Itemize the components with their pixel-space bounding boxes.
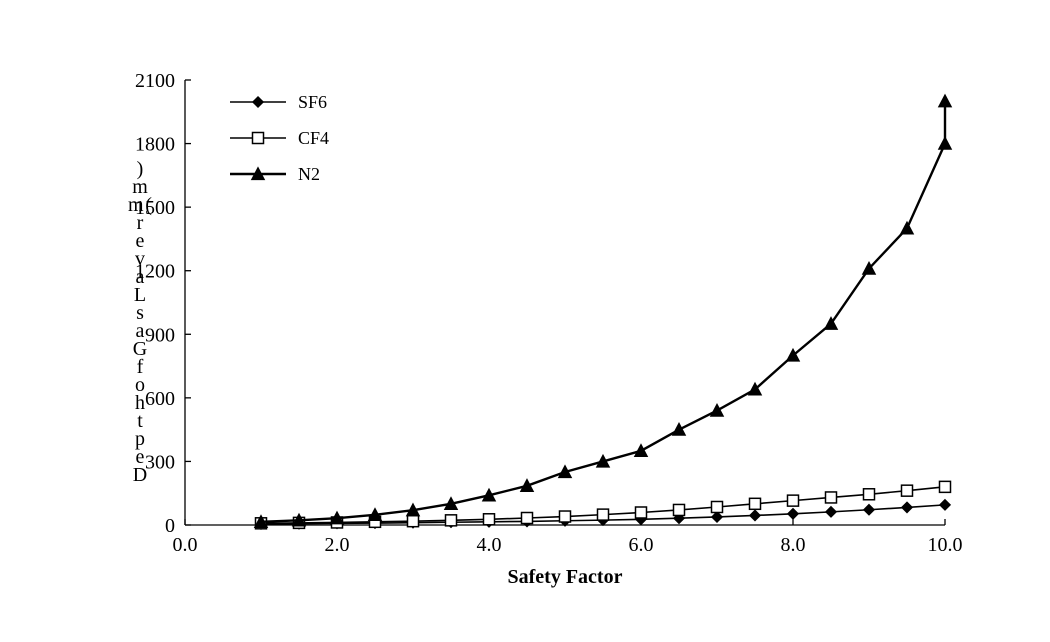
series-marker-sf6 (788, 509, 798, 519)
series-marker-n2 (711, 405, 723, 416)
series-marker-n2 (673, 424, 685, 435)
svg-text:0.0: 0.0 (173, 534, 198, 556)
svg-text:2100: 2100 (135, 70, 175, 92)
series-marker-cf4 (712, 501, 723, 512)
legend-item-n2: N2 (298, 164, 320, 184)
series-marker-cf4 (788, 495, 799, 506)
series-marker-cf4 (598, 509, 609, 520)
legend-item-sf6: SF6 (298, 92, 327, 112)
series-marker-sf6 (750, 510, 760, 520)
svg-text:10.0: 10.0 (928, 534, 963, 556)
series-marker-cf4 (484, 514, 495, 525)
series-marker-cf4 (750, 498, 761, 509)
series-marker-cf4 (864, 489, 875, 500)
svg-text:1800: 1800 (135, 134, 175, 156)
legend-item-cf4: CF4 (298, 128, 329, 148)
svg-text:300: 300 (145, 451, 175, 473)
svg-text:600: 600 (145, 388, 175, 410)
svg-text:900: 900 (145, 324, 175, 346)
series-marker-cf4 (446, 515, 457, 526)
series-marker-cf4 (674, 504, 685, 515)
line-chart: 0.0 2.0 4.0 6.0 8.0 10.0 0 300 600 900 1200 1500 180… (0, 0, 1050, 642)
series-marker-cf4 (940, 481, 951, 492)
svg-text:4.0: 4.0 (477, 534, 502, 556)
svg-text:0: 0 (165, 515, 175, 537)
svg-text:2.0: 2.0 (325, 534, 350, 556)
series-marker-n2 (939, 138, 951, 149)
series-marker-cf4 (902, 485, 913, 496)
x-axis-label: Safety Factor (508, 566, 623, 588)
series-marker-sf6 (902, 502, 912, 512)
svg-text:6.0: 6.0 (629, 534, 654, 556)
series-marker-cf4 (826, 492, 837, 503)
series-marker-cf4 (408, 516, 419, 527)
series-marker-cf4 (636, 507, 647, 518)
series-marker-n2 (939, 95, 951, 106)
series-marker-cf4 (560, 511, 571, 522)
series-marker-sf6 (864, 505, 874, 515)
svg-text:8.0: 8.0 (781, 534, 806, 556)
chart-container: 0.0 2.0 4.0 6.0 8.0 10.0 0 300 600 900 1200 1500 180… (0, 0, 1050, 642)
series-marker-cf4 (522, 513, 533, 524)
series-marker-n2 (901, 222, 913, 233)
series-marker-n2 (635, 445, 647, 456)
series-marker-sf6 (826, 507, 836, 517)
svg-text:1500: 1500 (135, 197, 175, 219)
series-marker-sf6 (940, 500, 950, 510)
series-marker-sf6 (712, 512, 722, 522)
svg-text:1200: 1200 (135, 261, 175, 283)
